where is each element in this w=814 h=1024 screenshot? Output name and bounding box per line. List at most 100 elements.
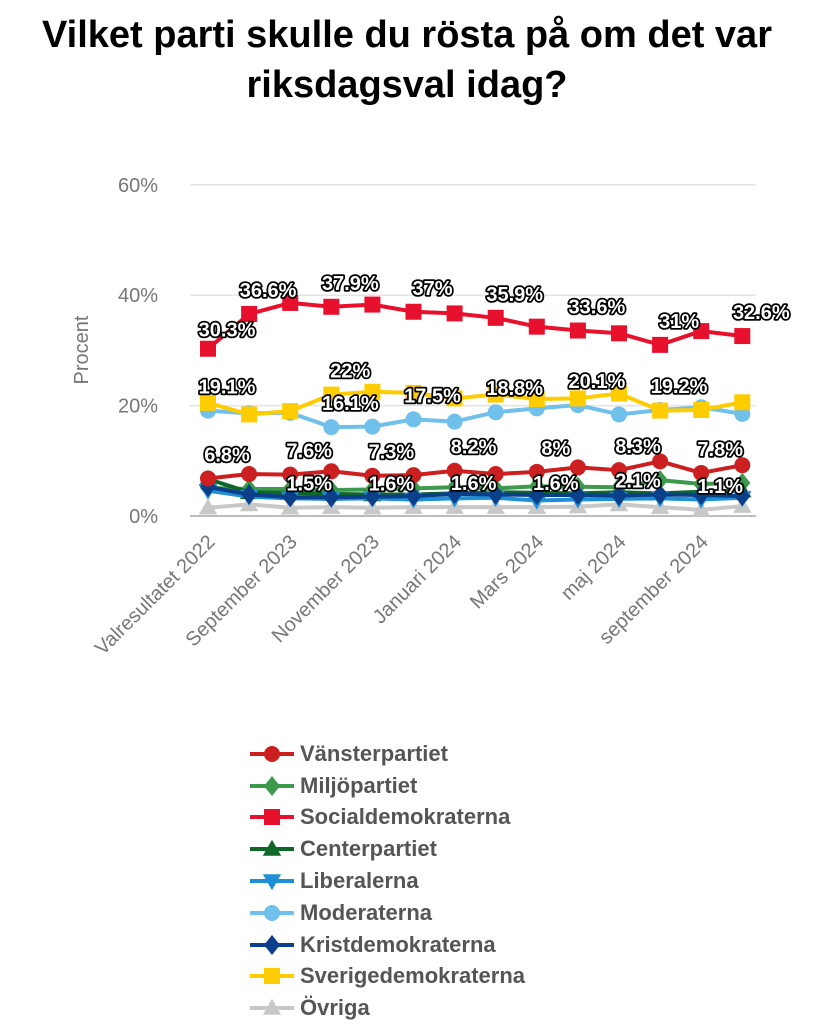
legend-item-socialdemokraterna: Socialdemokraterna (250, 802, 525, 834)
series-ovriga (198, 495, 752, 517)
data-point (405, 486, 422, 507)
data-label: 6.8% (204, 444, 250, 466)
y-axis-tick-labels: 0% 20% 40% 60% (118, 175, 158, 528)
data-point (446, 305, 463, 322)
legend-item-miljopartiet: Miljöpartiet (250, 770, 525, 802)
data-label: 1.6% (451, 473, 497, 495)
data-label: 8% (541, 438, 570, 460)
data-label: 17.5% (404, 385, 461, 407)
data-label: 18.8% (486, 378, 543, 400)
data-point (364, 486, 381, 507)
data-point (652, 470, 669, 491)
data-point (611, 485, 627, 506)
data-point (282, 487, 299, 508)
series-line (207, 502, 743, 512)
series-sverigedemokraterna (200, 383, 751, 423)
data-point (693, 402, 710, 419)
data-point (241, 484, 258, 505)
data-point (323, 386, 340, 403)
data-point (446, 390, 463, 407)
data-point (364, 383, 381, 400)
data-point (364, 418, 381, 435)
legend-label: Liberalerna (300, 868, 419, 894)
data-point (323, 419, 340, 436)
series-layer (198, 294, 752, 517)
legend-marker (264, 968, 280, 985)
legend-item-vansterpartiet: Vänsterpartiet (250, 738, 525, 770)
data-label: 7.8% (697, 439, 743, 461)
data-label: 8.2% (451, 437, 497, 459)
data-point (323, 463, 340, 480)
data-label: 33.6% (569, 297, 626, 319)
data-point (652, 402, 669, 419)
data-label: 7.3% (369, 442, 415, 464)
legend-item-centerpartiet: Centerpartiet (250, 833, 525, 865)
data-point (241, 305, 258, 322)
data-point (734, 328, 751, 345)
data-label: 20.1% (569, 371, 626, 393)
y-tick-label: 20% (118, 396, 158, 418)
legend-marker-icon (250, 934, 294, 955)
y-tick-label: 0% (129, 506, 158, 528)
data-point (446, 462, 463, 479)
y-tick-label: 40% (118, 285, 158, 307)
x-tick-label: Januari 2024 (369, 531, 466, 628)
data-label: 19.1% (199, 377, 256, 399)
legend-marker (264, 745, 280, 762)
legend-marker (264, 934, 280, 955)
data-point (734, 394, 751, 411)
data-point (487, 309, 504, 326)
data-point (200, 394, 216, 411)
data-label: 37.9% (322, 273, 379, 295)
data-point (569, 459, 586, 476)
data-label: 16.1% (322, 393, 379, 415)
data-point (652, 453, 669, 470)
legend-marker-icon (250, 840, 294, 857)
data-label: 1.5% (286, 474, 332, 496)
data-label: 1.1% (697, 476, 743, 498)
data-label: 36.6% (240, 280, 297, 302)
chart-title: Vilket parti skulle du rösta på om det v… (42, 14, 772, 106)
data-point (487, 404, 504, 421)
legend-marker-icon (250, 745, 294, 762)
legend-marker-icon (250, 775, 294, 796)
data-point (405, 411, 422, 428)
legend-item-moderaterna: Moderaterna (250, 897, 525, 929)
data-point (611, 385, 627, 402)
legend-marker-icon (250, 999, 294, 1016)
legend-label: Kristdemokraterna (300, 931, 496, 957)
legend-marker (262, 999, 282, 1016)
legend-marker (264, 904, 280, 921)
data-point (611, 462, 627, 479)
data-point (569, 390, 586, 407)
legend-marker-icon (250, 968, 294, 985)
legend-item-sverigedemokraterna: Sverigedemokraterna (250, 961, 525, 993)
legend: Vänsterpartiet Miljöpartiet Socialdemokrat… (250, 738, 525, 1024)
data-point (200, 470, 216, 487)
data-point (692, 500, 711, 517)
data-point (446, 483, 463, 504)
legend-label: Vänsterpartiet (300, 740, 448, 766)
data-label: 19.2% (651, 376, 708, 398)
legend-label: Moderaterna (300, 899, 433, 925)
data-point (198, 498, 218, 515)
data-point (241, 406, 258, 423)
data-point (569, 485, 586, 506)
legend-label: Socialdemokraterna (300, 804, 511, 830)
data-point (693, 464, 710, 481)
legend-marker (262, 840, 282, 857)
data-point (652, 336, 669, 353)
data-point (734, 457, 751, 474)
legend-item-kristdemokraterna: Kristdemokraterna (250, 929, 525, 961)
data-point (611, 325, 627, 342)
legend-marker-icon (250, 904, 294, 921)
legend-marker-icon (250, 809, 294, 826)
series-socialdemokraterna (200, 294, 751, 357)
data-point (364, 296, 381, 313)
data-label: 2.1% (615, 470, 661, 492)
data-point (282, 403, 299, 420)
legend-marker-icon (250, 874, 294, 891)
legend-marker (262, 874, 282, 891)
series-kristdemokraterna (200, 476, 751, 508)
data-point (241, 466, 258, 483)
